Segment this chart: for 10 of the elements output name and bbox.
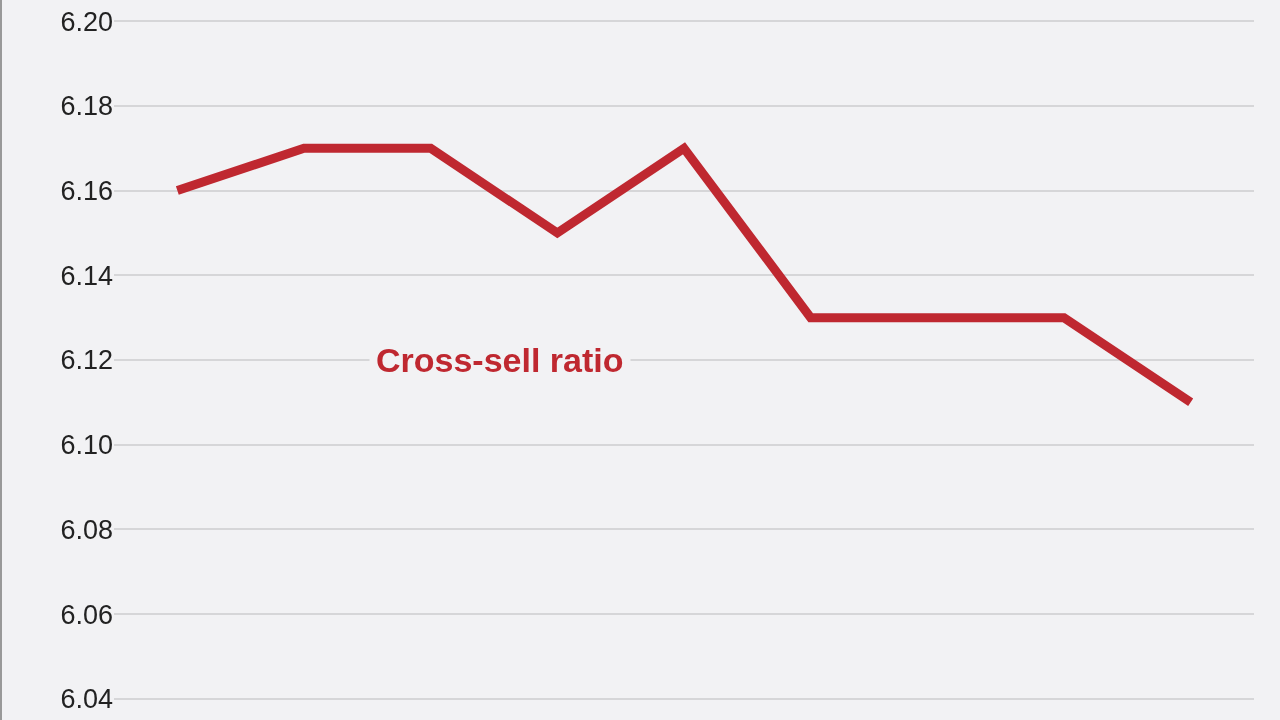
y-tick-label: 6.14 <box>60 260 113 291</box>
y-tick-label: 6.04 <box>60 684 113 715</box>
y-tick-label: 6.08 <box>60 514 113 545</box>
y-tick-label: 6.16 <box>60 176 113 207</box>
y-tick-label: 6.20 <box>60 6 113 37</box>
y-tick-label: 6.10 <box>60 430 113 461</box>
y-tick-label: 6.12 <box>60 345 113 376</box>
y-tick-label: 6.18 <box>60 91 113 122</box>
text: Cross-sell ratio <box>376 341 624 379</box>
y-tick-label: 6.06 <box>60 599 113 630</box>
